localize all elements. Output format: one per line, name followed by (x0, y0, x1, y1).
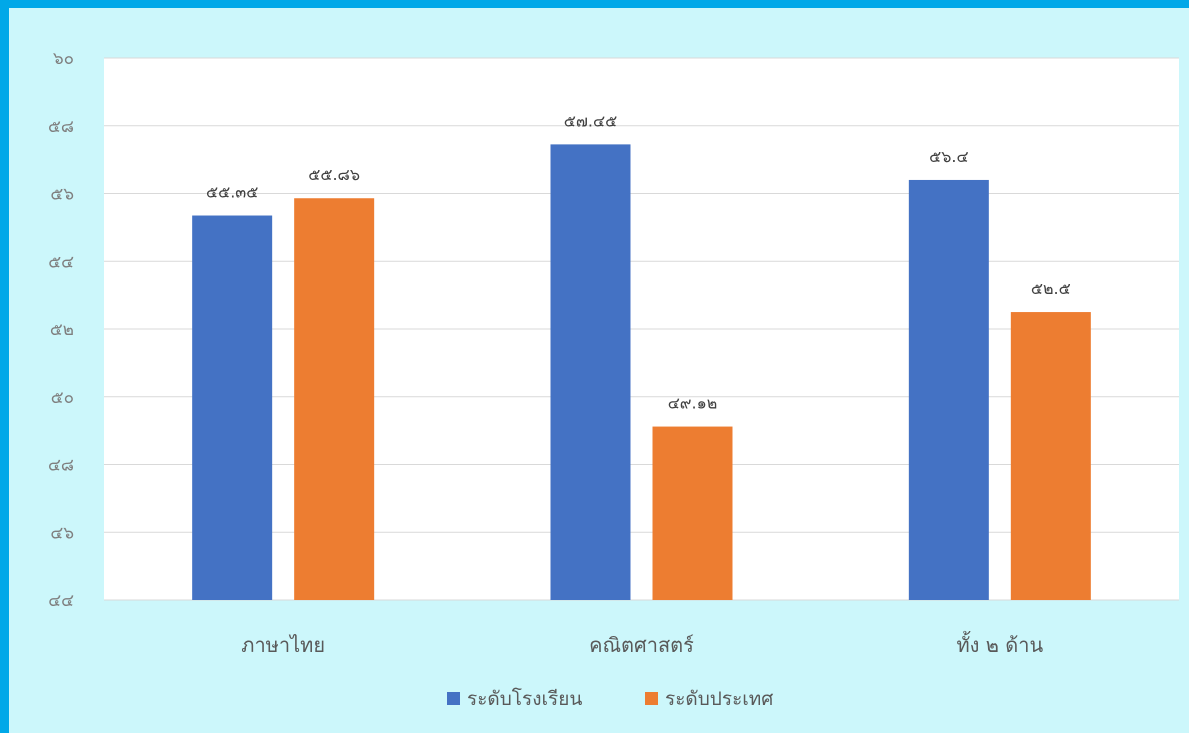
y-tick-label: ๕๒ (50, 320, 74, 340)
y-tick-label: ๕๘ (48, 117, 74, 137)
y-tick-label: ๔๘ (48, 456, 74, 476)
legend-label: ระดับประเทศ (665, 688, 773, 710)
bar (550, 144, 631, 600)
bar (652, 426, 733, 600)
data-label: ๕๒.๕ (1031, 279, 1071, 298)
legend-swatch (447, 692, 460, 705)
bars (192, 144, 1091, 601)
x-axis-categories: ภาษาไทย คณิตศาสตร์ ทั้ง ๒ ด้าน (241, 631, 1043, 657)
x-category-label: คณิตศาสตร์ (589, 633, 694, 657)
legend: ระดับโรงเรียน ระดับประเทศ (447, 687, 773, 710)
data-label: ๕๕.๓๕ (206, 183, 258, 202)
y-axis-ticks: ๔๔ ๔๖ ๔๘ ๕๐ ๕๒ ๕๔ ๕๖ ๕๘ ๖๐ (48, 49, 74, 611)
data-label: ๕๗.๔๕ (564, 111, 617, 130)
gridlines (104, 57, 1179, 601)
y-tick-label: ๕๐ (51, 388, 74, 408)
data-label: ๔๙.๑๒ (668, 394, 718, 413)
bar (908, 179, 989, 600)
bar (294, 198, 375, 600)
data-label: ๕๖.๔ (929, 147, 968, 166)
y-tick-label: ๖๐ (53, 49, 74, 69)
x-category-label: ภาษาไทย (241, 633, 325, 657)
y-tick-label: ๔๖ (50, 523, 74, 543)
data-label: ๕๕.๘๖ (308, 165, 360, 184)
y-tick-label: ๔๔ (48, 591, 74, 611)
y-tick-label: ๕๔ (48, 252, 74, 272)
x-category-label: ทั้ง ๒ ด้าน (956, 631, 1043, 657)
bar (1010, 312, 1091, 600)
bar (192, 215, 273, 601)
y-tick-label: ๕๖ (50, 185, 74, 205)
legend-swatch (645, 692, 658, 705)
legend-label: ระดับโรงเรียน (467, 687, 582, 710)
